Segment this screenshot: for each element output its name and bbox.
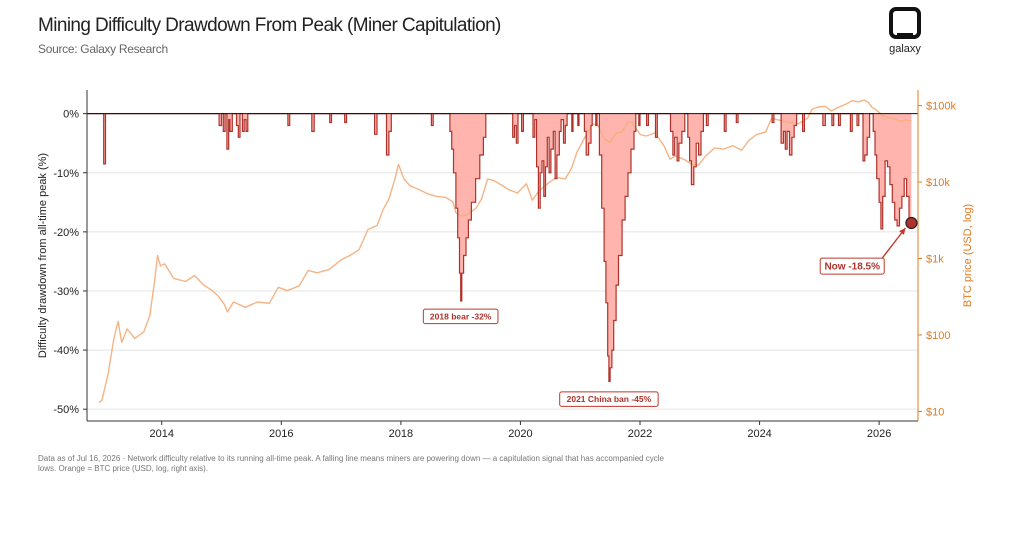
y-left-tick-label: -40% bbox=[53, 345, 79, 357]
current-value-marker bbox=[905, 216, 918, 230]
annotation-label: 2018 bear -32% bbox=[430, 311, 492, 321]
y-right-axis-label: BTC price (USD, log) bbox=[962, 204, 974, 307]
y-left-tick-label: -50% bbox=[53, 404, 79, 416]
annotation-label: Now -18.5% bbox=[824, 262, 880, 273]
now-arrow bbox=[881, 227, 906, 259]
y-left-tick-label: -20% bbox=[53, 227, 79, 239]
x-tick-label: 2016 bbox=[269, 428, 293, 440]
btc-price-line bbox=[98, 99, 912, 404]
y-left-tick-label: -10% bbox=[53, 168, 79, 180]
galaxy-logo: galaxy bbox=[880, 6, 930, 62]
now-arrow-head bbox=[899, 227, 906, 235]
y-right-tick-label: $100k bbox=[926, 101, 956, 113]
x-tick-label: 2022 bbox=[628, 428, 652, 440]
x-tick-label: 2024 bbox=[747, 428, 771, 440]
y-right-tick-label: $10k bbox=[926, 177, 950, 189]
y-right-tick-label: $10 bbox=[926, 406, 944, 418]
annotation-label: 2021 China ban -45% bbox=[567, 394, 652, 404]
drawdown-line bbox=[86, 113, 912, 382]
chart-title: Mining Difficulty Drawdown From Peak (Mi… bbox=[38, 15, 501, 36]
y-right-tick-label: $100 bbox=[926, 330, 950, 342]
y-left-tick-label: 0% bbox=[63, 109, 79, 121]
x-tick-label: 2018 bbox=[389, 428, 413, 440]
galaxy-logo-text: galaxy bbox=[889, 43, 921, 55]
y-right-tick-label: $1k bbox=[926, 254, 944, 266]
x-tick-label: 2026 bbox=[867, 428, 891, 440]
annotation-box bbox=[422, 308, 499, 325]
galaxy-logo-icon bbox=[889, 7, 921, 39]
annotation-box bbox=[559, 391, 659, 407]
y-left-axis-label: Difficulty drawdown from all-time peak (… bbox=[37, 153, 49, 358]
chart-footnote: Data as of Jul 16, 2026 · Network diffic… bbox=[38, 454, 664, 473]
chart-subtitle: Source: Galaxy Research bbox=[38, 42, 168, 56]
x-tick-label: 2020 bbox=[508, 428, 532, 440]
y-left-tick-label: -30% bbox=[53, 286, 79, 298]
drawdown-area bbox=[87, 113, 912, 382]
x-tick-label: 2014 bbox=[149, 428, 173, 440]
annotation-box bbox=[819, 257, 885, 275]
